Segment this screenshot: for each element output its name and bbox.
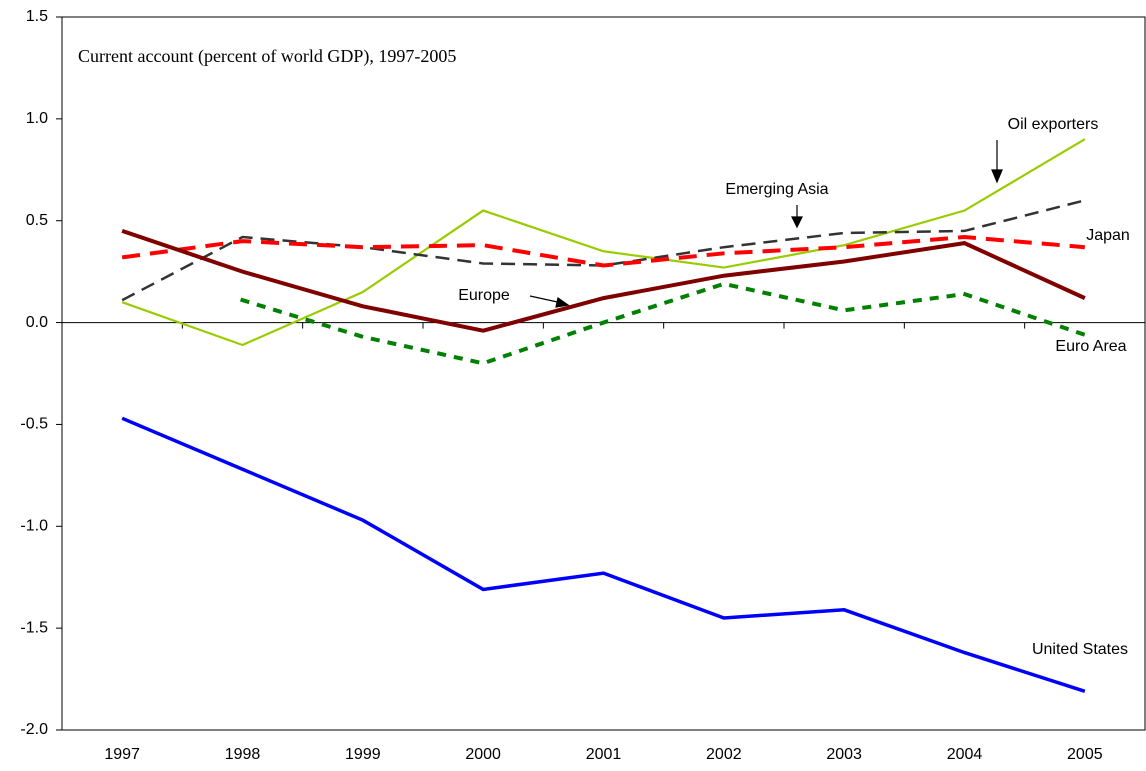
series-label: United States	[1032, 641, 1128, 658]
series-label: Oil exporters	[1008, 116, 1099, 133]
series-label: Emerging Asia	[725, 181, 828, 198]
series-label: Europe	[458, 287, 510, 304]
x-tick-label: 2001	[586, 746, 622, 763]
series-line	[121, 416, 1086, 693]
series-line	[121, 138, 1086, 347]
x-tick-label: 2003	[826, 746, 862, 763]
chart-title: Current account (percent of world GDP), …	[78, 46, 456, 67]
x-tick-label: 1997	[104, 746, 140, 763]
x-tick-label: 2002	[706, 746, 742, 763]
x-tick-label: 2004	[947, 746, 983, 763]
series-line	[121, 199, 1086, 302]
x-tick-label: 2005	[1067, 746, 1103, 763]
y-tick-label: 0.0	[26, 314, 48, 331]
x-tick-label: 1998	[225, 746, 261, 763]
y-tick-label: -1.0	[20, 518, 48, 535]
series-line	[121, 229, 1086, 333]
series-line	[121, 235, 1085, 268]
annotation-arrows	[529, 140, 1003, 308]
y-tick-label: -1.5	[20, 619, 48, 636]
y-tick-label: -0.5	[20, 416, 48, 433]
y-tick-label: -2.0	[20, 721, 48, 738]
y-tick-label: 1.0	[26, 110, 48, 127]
plot-frame	[61, 16, 1146, 731]
x-tick-label: 2000	[465, 746, 501, 763]
y-tick-label: 1.5	[26, 8, 48, 25]
series-label: Japan	[1086, 227, 1130, 244]
series-label: Euro Area	[1055, 338, 1126, 355]
x-tick-label: 1999	[345, 746, 381, 763]
y-tick-label: 0.5	[26, 212, 48, 229]
